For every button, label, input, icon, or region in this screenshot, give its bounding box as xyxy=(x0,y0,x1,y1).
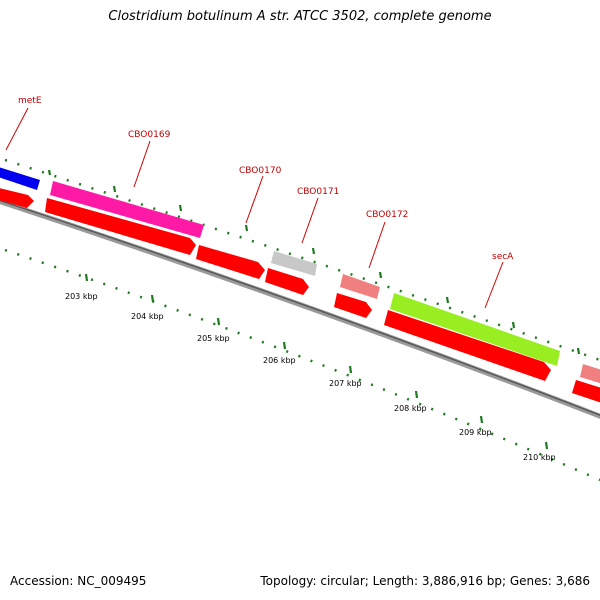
map-title: Clostridium botulinum A str. ATCC 3502, … xyxy=(108,9,492,24)
genome-backbone xyxy=(0,199,600,419)
cds-arrow xyxy=(334,293,372,318)
gene-bar-cbo0169 xyxy=(50,181,204,238)
inner-major-ticks xyxy=(84,273,549,450)
cds-arrow xyxy=(572,380,600,403)
gene-bars xyxy=(0,167,600,384)
gene-bar-cbo0170 xyxy=(271,251,317,276)
scale-labels: 203 kbp 204 kbp 205 kbp 206 kbp 207 kbp … xyxy=(65,292,556,462)
gene-bar-cbo0171 xyxy=(340,274,380,299)
scale-label: 208 kbp xyxy=(394,404,427,413)
cds-arrow xyxy=(196,245,265,279)
scale-label: 206 kbp xyxy=(263,356,296,365)
cds-arrow xyxy=(384,310,551,381)
gene-label-cbo0172: CBO0172 xyxy=(366,210,408,220)
cds-arrow xyxy=(0,188,34,208)
gene-label-cbo0171: CBO0171 xyxy=(297,187,339,197)
cds-arrows xyxy=(0,188,600,403)
genome-backbone-highlight xyxy=(0,199,600,416)
genome-summary-text: Topology: circular; Length: 3,886,916 bp… xyxy=(260,574,590,588)
gene-bar-seca xyxy=(390,293,560,366)
accession-text: Accession: NC_009495 xyxy=(10,574,147,588)
scale-label: 210 kbp xyxy=(523,453,556,462)
gene-label-cbo0169: CBO0169 xyxy=(128,130,171,140)
gene-labels: metE CBO0169 CBO0170 CBO0171 CBO0172 sec… xyxy=(18,96,514,262)
scale-label: 207 kbp xyxy=(329,379,362,388)
gene-bar-mete xyxy=(0,167,40,190)
cds-arrow xyxy=(265,268,309,295)
scale-label: 205 kbp xyxy=(197,334,230,343)
outer-major-ticks xyxy=(47,169,581,355)
gene-bar-cbo0172 xyxy=(580,364,600,384)
label-lines xyxy=(5,107,504,309)
scale-label: 203 kbp xyxy=(65,292,98,301)
gene-label-cbo0170: CBO0170 xyxy=(239,166,282,176)
scale-label: 209 kbp xyxy=(459,428,492,437)
gene-label-seca: secA xyxy=(492,252,514,262)
cds-arrow xyxy=(45,198,196,255)
gene-label-mete: metE xyxy=(18,96,42,106)
scale-label: 204 kbp xyxy=(131,312,164,321)
